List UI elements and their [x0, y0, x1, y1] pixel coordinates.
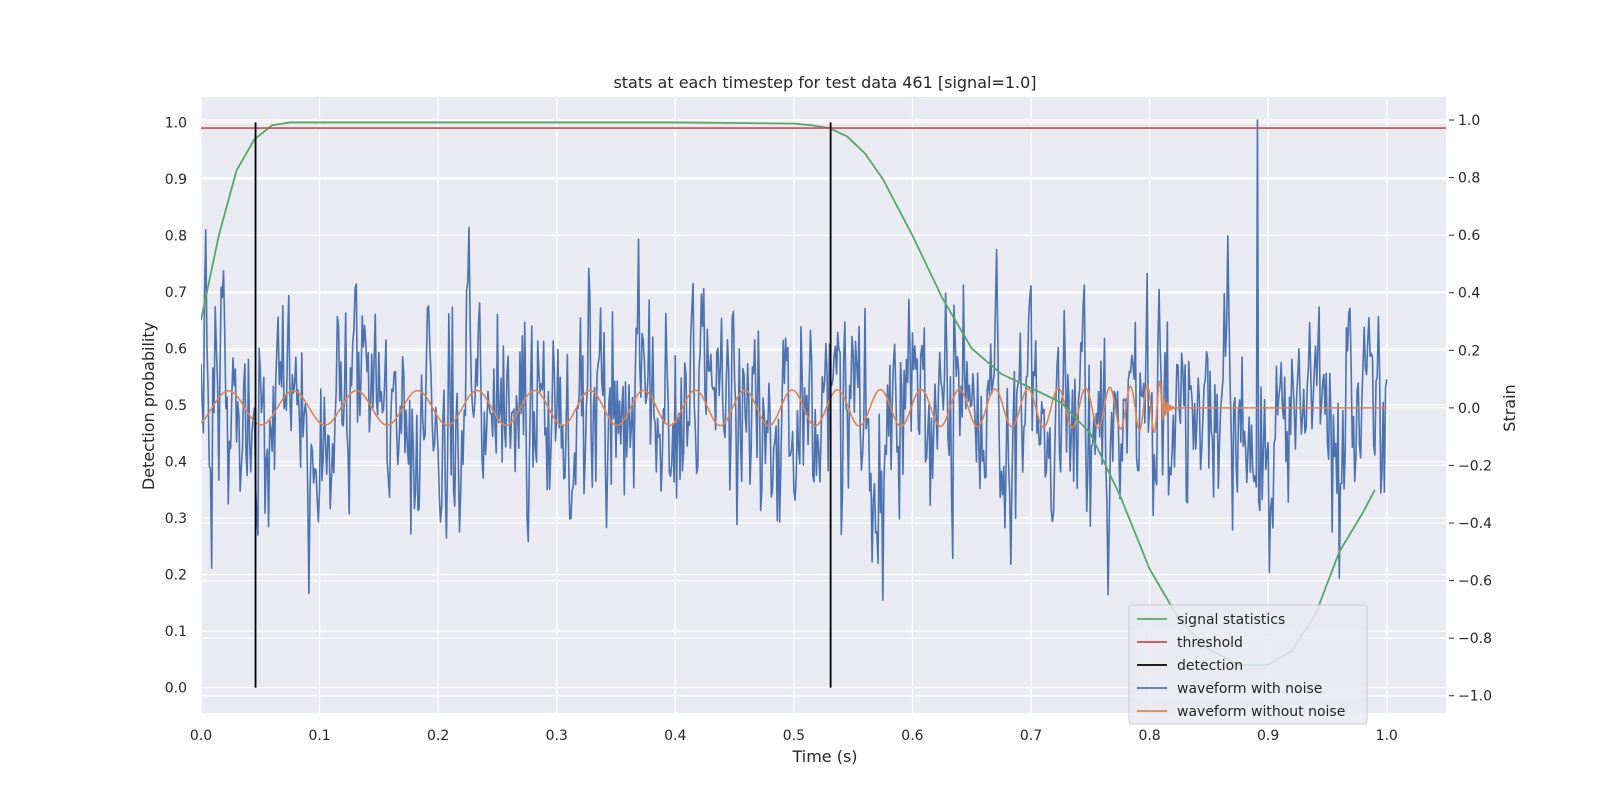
y-tick-label: 0.5: [165, 398, 187, 414]
x-tick-label: 0.4: [664, 728, 686, 744]
waveform-with-noise-line: [201, 119, 1388, 602]
y2-tick-label: −0.4: [1458, 516, 1492, 532]
y2-axis-ticks: −1.0 −0.8 −0.6 −0.4 −0.2 0.0 0.2 0.4 0.6 0.8 1.0: [1449, 113, 1492, 705]
y2-tick-label: 0.4: [1458, 286, 1480, 302]
x-tick-label: 0.9: [1257, 728, 1279, 744]
y-tick-label: 1.0: [165, 115, 187, 131]
x-tick-label: 1.0: [1376, 728, 1398, 744]
y-tick-label: 0.1: [165, 624, 187, 640]
y2-tick-label: 1.0: [1458, 113, 1480, 129]
x-tick-label: 0.8: [1138, 728, 1160, 744]
y2-axis-label: Strain: [1500, 384, 1519, 431]
x-tick-label: 0.7: [1020, 728, 1042, 744]
y-tick-label: 0.8: [165, 228, 187, 244]
y-tick-label: 0.3: [165, 511, 187, 527]
y-tick-label: 0.6: [165, 341, 187, 357]
x-tick-label: 0.0: [190, 728, 212, 744]
y2-tick-label: −0.2: [1458, 458, 1492, 474]
y-tick-label: 0.4: [165, 455, 187, 471]
x-tick-label: 0.3: [546, 728, 568, 744]
x-axis-label: Time (s): [791, 747, 857, 766]
chart-title: stats at each timestep for test data 461…: [613, 73, 1036, 92]
x-tick-label: 0.1: [308, 728, 330, 744]
x-axis-ticks: 0.0 0.1 0.2 0.3 0.4 0.5 0.6 0.7 0.8 0.9 1.0: [190, 728, 1398, 744]
x-tick-label: 0.2: [427, 728, 449, 744]
x-tick-label: 0.5: [783, 728, 805, 744]
x-tick-label: 0.6: [901, 728, 923, 744]
plot-series: [201, 119, 1446, 688]
legend-label: waveform with noise: [1177, 681, 1322, 697]
y2-tick-label: 0.6: [1458, 228, 1480, 244]
y-axis-ticks: 0.0 0.1 0.2 0.3 0.4 0.5 0.6 0.7 0.8 0.9 1.0: [165, 115, 187, 696]
y-tick-label: 0.0: [165, 681, 187, 697]
y2-tick-label: −0.6: [1458, 574, 1492, 590]
legend-label: waveform without noise: [1177, 704, 1345, 720]
y2-tick-label: −0.8: [1458, 631, 1492, 647]
y-axis-label: Detection probability: [139, 322, 158, 490]
y2-tick-label: 0.2: [1458, 343, 1480, 359]
legend-label: detection: [1177, 658, 1243, 674]
legend-box: [1128, 604, 1368, 725]
y2-tick-label: 0.8: [1458, 171, 1480, 187]
y-tick-label: 0.2: [165, 568, 187, 584]
legend-label: signal statistics: [1177, 612, 1285, 628]
y2-tick-label: 0.0: [1458, 401, 1480, 417]
waveform-without-noise-line: [201, 380, 1387, 434]
legend: signal statistics threshold detection wavef…: [1128, 604, 1368, 725]
legend-label: threshold: [1177, 635, 1243, 651]
y-tick-label: 0.9: [165, 172, 187, 188]
y2-tick-label: −1.0: [1458, 689, 1492, 705]
y-tick-label: 0.7: [165, 285, 187, 301]
